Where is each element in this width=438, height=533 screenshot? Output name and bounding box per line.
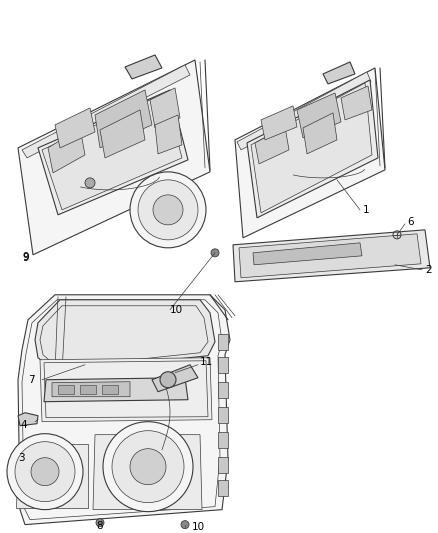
Polygon shape bbox=[152, 365, 198, 392]
Circle shape bbox=[103, 422, 193, 512]
Polygon shape bbox=[297, 93, 341, 138]
Text: 8: 8 bbox=[96, 521, 102, 531]
Circle shape bbox=[130, 172, 206, 248]
Polygon shape bbox=[18, 295, 230, 524]
Polygon shape bbox=[44, 378, 188, 402]
Circle shape bbox=[96, 519, 104, 527]
Text: 9: 9 bbox=[22, 253, 28, 263]
Polygon shape bbox=[58, 385, 74, 394]
Text: 10: 10 bbox=[192, 522, 205, 531]
Circle shape bbox=[31, 458, 59, 486]
Polygon shape bbox=[218, 382, 228, 398]
Text: 11: 11 bbox=[200, 357, 213, 367]
Text: 3: 3 bbox=[18, 453, 25, 463]
Polygon shape bbox=[253, 243, 362, 265]
Polygon shape bbox=[251, 83, 372, 213]
Polygon shape bbox=[38, 90, 188, 215]
Polygon shape bbox=[237, 72, 371, 150]
Circle shape bbox=[130, 449, 166, 484]
Polygon shape bbox=[150, 88, 180, 128]
Polygon shape bbox=[235, 68, 385, 238]
Circle shape bbox=[138, 180, 198, 240]
Polygon shape bbox=[40, 358, 212, 422]
Polygon shape bbox=[218, 334, 228, 350]
Text: 1: 1 bbox=[363, 205, 370, 215]
Circle shape bbox=[160, 372, 176, 387]
Text: 10: 10 bbox=[170, 305, 183, 315]
Circle shape bbox=[15, 442, 75, 502]
Polygon shape bbox=[218, 457, 228, 473]
Polygon shape bbox=[80, 385, 96, 394]
Polygon shape bbox=[218, 357, 228, 373]
Polygon shape bbox=[303, 113, 337, 154]
Circle shape bbox=[112, 431, 184, 503]
Polygon shape bbox=[18, 413, 38, 426]
Text: 7: 7 bbox=[28, 375, 35, 385]
Circle shape bbox=[85, 178, 95, 188]
Polygon shape bbox=[22, 65, 190, 158]
Text: 6: 6 bbox=[407, 217, 413, 227]
Polygon shape bbox=[18, 60, 210, 255]
Polygon shape bbox=[125, 55, 162, 79]
Polygon shape bbox=[218, 432, 228, 448]
Polygon shape bbox=[95, 90, 152, 148]
Polygon shape bbox=[42, 93, 182, 210]
Circle shape bbox=[181, 521, 189, 529]
Polygon shape bbox=[255, 127, 289, 164]
Polygon shape bbox=[16, 443, 88, 507]
Polygon shape bbox=[341, 86, 372, 120]
Circle shape bbox=[153, 195, 183, 225]
Polygon shape bbox=[35, 300, 215, 372]
Polygon shape bbox=[233, 230, 430, 282]
Circle shape bbox=[211, 249, 219, 257]
Polygon shape bbox=[261, 106, 297, 140]
Polygon shape bbox=[93, 435, 202, 510]
Polygon shape bbox=[102, 385, 118, 394]
Polygon shape bbox=[323, 62, 355, 84]
Polygon shape bbox=[155, 115, 182, 154]
Polygon shape bbox=[218, 480, 228, 496]
Polygon shape bbox=[55, 108, 95, 148]
Polygon shape bbox=[48, 128, 85, 173]
Circle shape bbox=[7, 434, 83, 510]
Polygon shape bbox=[100, 110, 145, 158]
Polygon shape bbox=[239, 234, 421, 278]
Text: 9: 9 bbox=[22, 252, 28, 262]
Text: 2: 2 bbox=[425, 265, 431, 275]
Polygon shape bbox=[52, 382, 130, 397]
Text: 4: 4 bbox=[20, 419, 27, 430]
Polygon shape bbox=[218, 407, 228, 423]
Polygon shape bbox=[247, 80, 378, 218]
